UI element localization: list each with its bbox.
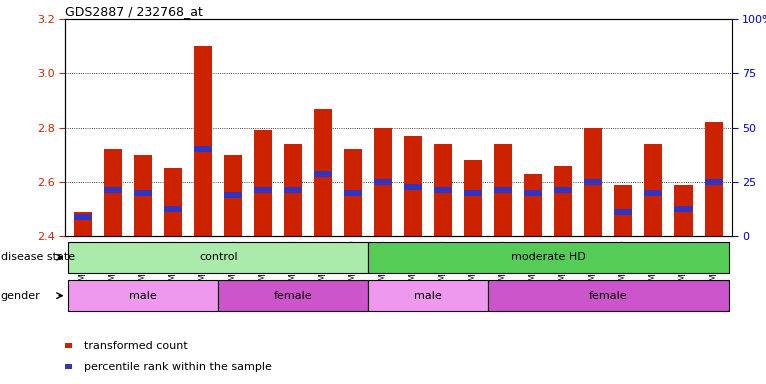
Text: gender: gender [1,291,41,301]
Text: GDS2887 / 232768_at: GDS2887 / 232768_at [65,5,203,18]
Bar [375,179,392,185]
Bar [164,206,182,212]
Bar [375,128,392,236]
Bar [525,190,542,196]
Bar [705,122,722,236]
Text: female: female [589,291,628,301]
Bar [614,209,633,215]
Bar [344,149,362,236]
Bar [74,214,92,220]
Bar [68,280,218,311]
Bar [254,187,272,193]
Bar [464,190,483,196]
Bar [614,185,633,236]
Bar [104,149,122,236]
Text: male: male [414,291,442,301]
Text: moderate HD: moderate HD [511,252,586,262]
Bar [494,187,512,193]
Bar [705,179,722,185]
Bar [464,160,483,236]
Bar [368,242,728,273]
Bar [104,187,122,193]
Text: male: male [129,291,157,301]
Text: control: control [199,252,237,262]
Bar [555,166,572,236]
Bar [584,128,602,236]
Bar [675,206,692,212]
Bar [434,187,453,193]
Bar [404,184,422,190]
Bar [224,155,242,236]
Bar [74,212,92,236]
Bar [314,171,332,177]
Bar [489,280,728,311]
Bar [494,144,512,236]
Bar [164,168,182,236]
Bar [368,280,489,311]
Bar [218,280,368,311]
Bar [284,187,303,193]
Bar [254,131,272,236]
Bar [224,192,242,199]
Bar [434,144,453,236]
Bar [644,144,663,236]
Bar [644,190,663,196]
Text: transformed count: transformed count [84,341,188,351]
Bar [284,144,303,236]
Bar [134,155,152,236]
Text: female: female [274,291,313,301]
Bar [314,109,332,236]
Bar [584,179,602,185]
Text: percentile rank within the sample: percentile rank within the sample [84,362,272,372]
Bar [344,190,362,196]
Bar [675,185,692,236]
Bar [404,136,422,236]
Bar [195,146,212,152]
Bar [525,174,542,236]
Bar [68,242,368,273]
Bar [195,46,212,236]
Bar [555,187,572,193]
Text: disease state: disease state [1,252,75,262]
Bar [134,190,152,196]
